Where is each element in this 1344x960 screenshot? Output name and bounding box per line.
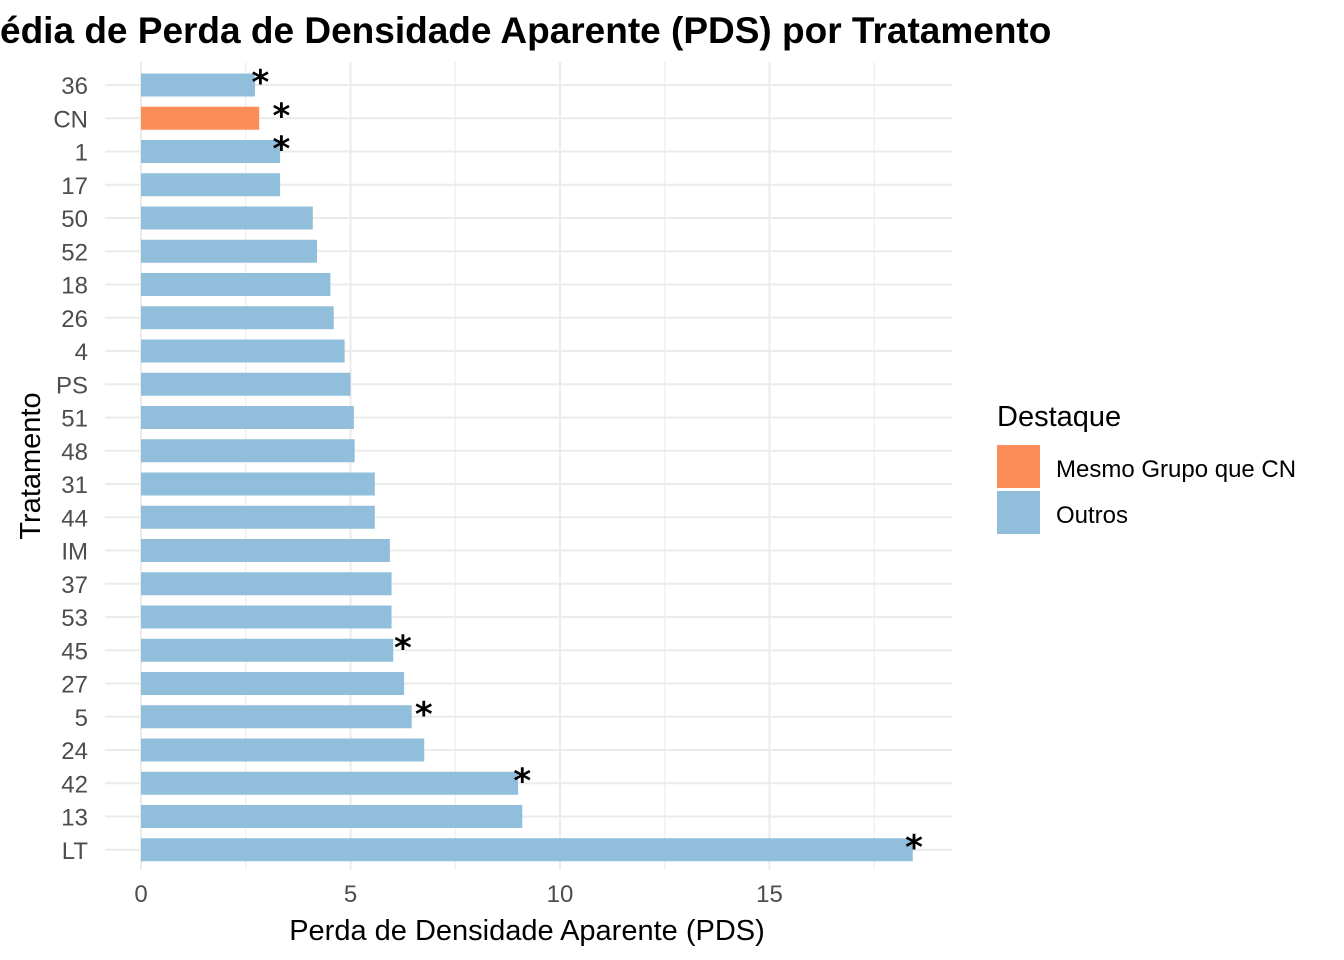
significance-star: * — [272, 130, 290, 170]
bar-18 — [141, 273, 331, 296]
y-tick-label: 42 — [61, 771, 88, 798]
bar-im — [141, 539, 390, 562]
legend-title: Destaque — [997, 401, 1121, 433]
y-tick-labels: 36 CN 1 17 50 52 18 26 4 PS 51 48 31 44 IM 37 53 45 27 5 24 4… — [53, 73, 88, 865]
y-tick-label: CN — [53, 106, 88, 133]
y-tick-label: 13 — [61, 805, 88, 832]
significance-star: * — [394, 628, 412, 668]
y-tick-label: 17 — [61, 173, 88, 200]
significance-star: * — [415, 695, 433, 735]
y-tick-label: 37 — [61, 572, 88, 599]
bar-13 — [141, 805, 523, 828]
bar-17 — [141, 173, 281, 197]
bar-45 — [141, 638, 394, 662]
bar-44 — [141, 505, 375, 529]
bar-cn — [141, 106, 260, 130]
bar-27 — [141, 672, 405, 695]
chart-title: édia de Perda de Densidade Aparente (PDS… — [0, 10, 1051, 51]
bar-lt — [141, 838, 913, 862]
y-axis-title: Tratamento — [15, 392, 47, 539]
bar-26 — [141, 306, 334, 330]
x-tick-label: 15 — [756, 881, 783, 908]
significance-star: * — [513, 761, 531, 801]
bar-5 — [141, 705, 412, 729]
bar-42 — [141, 771, 519, 795]
y-tick-label: 51 — [61, 406, 88, 433]
bar-51 — [141, 406, 354, 429]
y-tick-label: 53 — [61, 605, 88, 632]
y-tick-label: 45 — [61, 638, 88, 665]
y-tick-label: 1 — [75, 140, 88, 167]
y-tick-label: 50 — [61, 206, 88, 233]
bar-31 — [141, 472, 375, 496]
significance-star: * — [905, 828, 923, 868]
y-tick-label: 44 — [61, 505, 88, 532]
significance-markers: ******* — [252, 63, 924, 868]
bar-48 — [141, 439, 355, 463]
legend: Destaque Mesmo Grupo que CN Outros — [997, 401, 1296, 534]
y-tick-label: 26 — [61, 306, 88, 333]
x-tick-labels: 0 5 10 15 — [134, 881, 783, 908]
x-tick-label: 0 — [134, 881, 147, 908]
significance-star: * — [252, 63, 270, 103]
x-tick-label: 5 — [344, 881, 357, 908]
x-tick-label: 10 — [547, 881, 574, 908]
y-tick-label: 52 — [61, 239, 88, 266]
bars — [141, 73, 913, 862]
bar-37 — [141, 572, 392, 596]
y-tick-label: 48 — [61, 439, 88, 466]
bar-52 — [141, 239, 317, 263]
legend-label: Mesmo Grupo que CN — [1056, 456, 1296, 483]
y-tick-label: 36 — [61, 73, 88, 100]
y-tick-label: 18 — [61, 273, 88, 300]
legend-swatch — [997, 491, 1040, 534]
y-tick-label: 24 — [61, 738, 88, 765]
significance-star: * — [272, 96, 290, 136]
y-tick-label: IM — [61, 539, 88, 566]
x-axis-title: Perda de Densidade Aparente (PDS) — [289, 915, 765, 947]
legend-swatch — [997, 445, 1040, 488]
legend-label: Outros — [1056, 502, 1128, 529]
bar-1 — [141, 140, 281, 163]
bar-ps — [141, 372, 351, 396]
y-tick-label: 4 — [75, 339, 88, 366]
y-tick-label: 5 — [75, 705, 88, 732]
y-tick-label: 27 — [61, 672, 88, 699]
bar-50 — [141, 206, 313, 230]
y-tick-label: 31 — [61, 472, 88, 499]
bar-24 — [141, 738, 425, 762]
y-tick-label: PS — [56, 372, 88, 399]
bar-4 — [141, 339, 345, 363]
bar-53 — [141, 605, 392, 629]
bar-36 — [141, 73, 255, 97]
y-tick-label: LT — [62, 838, 89, 865]
